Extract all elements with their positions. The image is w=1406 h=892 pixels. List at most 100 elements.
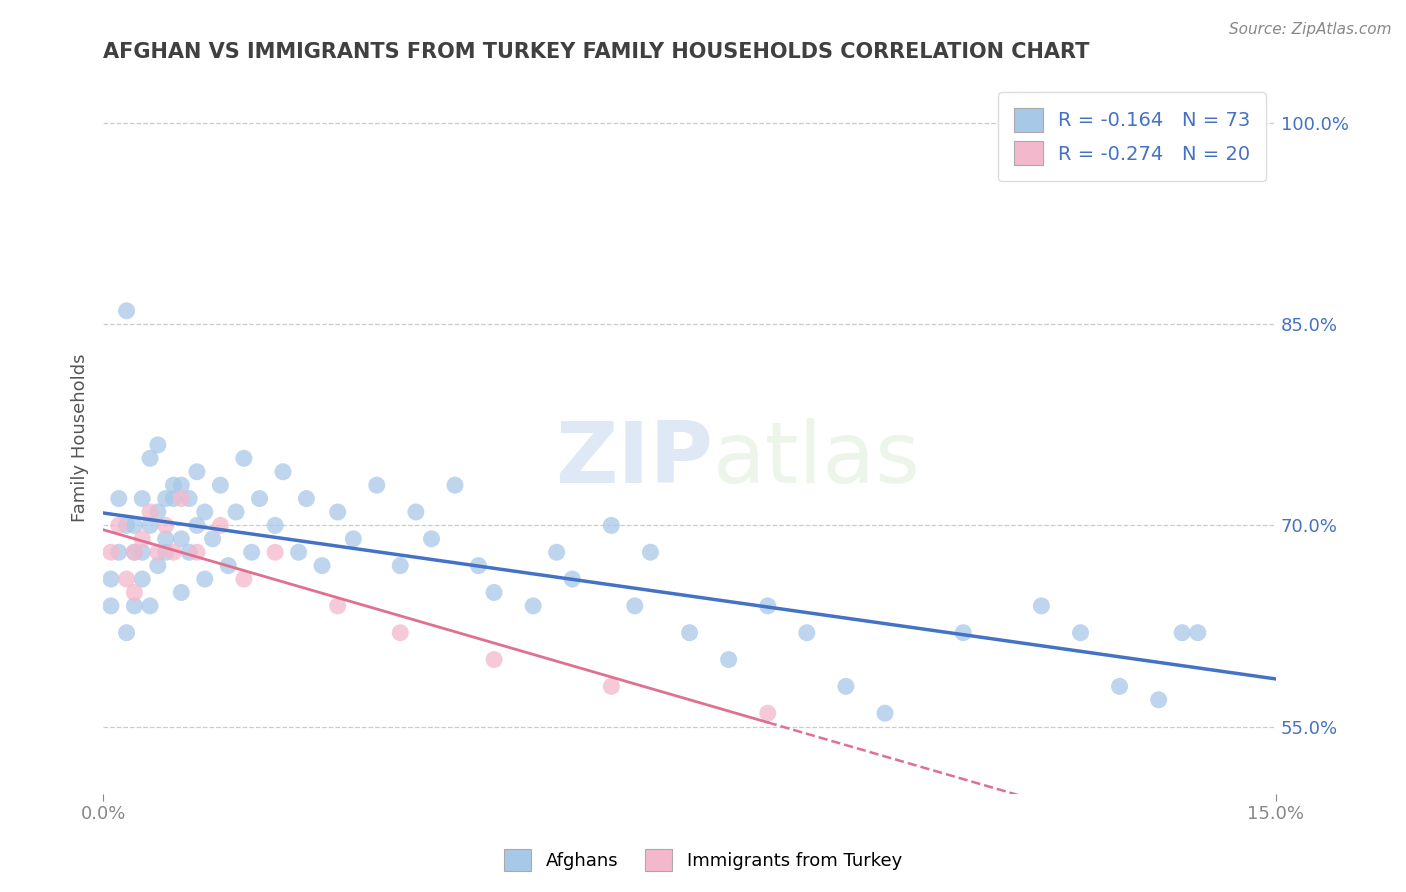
- Point: [131, 532, 153, 546]
- Point: [170, 478, 193, 492]
- Y-axis label: Family Households: Family Households: [72, 354, 89, 523]
- Point: [264, 545, 287, 559]
- Point: [1069, 625, 1091, 640]
- Point: [124, 545, 146, 559]
- Point: [186, 518, 208, 533]
- Point: [107, 491, 129, 506]
- Point: [287, 545, 309, 559]
- Point: [482, 652, 505, 666]
- Point: [115, 303, 138, 318]
- Point: [326, 599, 349, 613]
- Point: [186, 465, 208, 479]
- Point: [482, 585, 505, 599]
- Point: [139, 505, 162, 519]
- Point: [131, 491, 153, 506]
- Point: [100, 572, 122, 586]
- Point: [225, 505, 247, 519]
- Text: atlas: atlas: [713, 418, 921, 501]
- Point: [835, 679, 858, 693]
- Point: [561, 572, 583, 586]
- Text: ZIP: ZIP: [555, 418, 713, 501]
- Point: [271, 465, 294, 479]
- Point: [600, 679, 623, 693]
- Point: [170, 532, 193, 546]
- Point: [1031, 599, 1053, 613]
- Point: [170, 585, 193, 599]
- Point: [186, 545, 208, 559]
- Point: [1108, 679, 1130, 693]
- Point: [522, 599, 544, 613]
- Point: [326, 505, 349, 519]
- Point: [201, 532, 224, 546]
- Point: [124, 518, 146, 533]
- Point: [420, 532, 443, 546]
- Point: [1147, 693, 1170, 707]
- Point: [131, 572, 153, 586]
- Point: [115, 625, 138, 640]
- Point: [311, 558, 333, 573]
- Point: [162, 491, 184, 506]
- Point: [796, 625, 818, 640]
- Point: [170, 491, 193, 506]
- Point: [115, 518, 138, 533]
- Point: [232, 451, 254, 466]
- Point: [209, 478, 232, 492]
- Point: [124, 599, 146, 613]
- Point: [107, 545, 129, 559]
- Point: [756, 706, 779, 721]
- Legend: Afghans, Immigrants from Turkey: Afghans, Immigrants from Turkey: [496, 842, 910, 879]
- Legend: R = -0.164   N = 73, R = -0.274   N = 20: R = -0.164 N = 73, R = -0.274 N = 20: [998, 93, 1267, 181]
- Point: [139, 599, 162, 613]
- Point: [249, 491, 271, 506]
- Point: [100, 599, 122, 613]
- Point: [162, 545, 184, 559]
- Point: [952, 625, 974, 640]
- Point: [162, 478, 184, 492]
- Point: [124, 585, 146, 599]
- Point: [640, 545, 662, 559]
- Point: [467, 558, 489, 573]
- Point: [194, 572, 217, 586]
- Point: [389, 625, 412, 640]
- Point: [366, 478, 388, 492]
- Point: [444, 478, 467, 492]
- Point: [100, 545, 122, 559]
- Point: [107, 518, 129, 533]
- Point: [146, 438, 169, 452]
- Point: [217, 558, 239, 573]
- Point: [389, 558, 412, 573]
- Text: AFGHAN VS IMMIGRANTS FROM TURKEY FAMILY HOUSEHOLDS CORRELATION CHART: AFGHAN VS IMMIGRANTS FROM TURKEY FAMILY …: [103, 42, 1090, 62]
- Point: [146, 558, 169, 573]
- Point: [405, 505, 427, 519]
- Point: [146, 545, 169, 559]
- Point: [194, 505, 217, 519]
- Point: [155, 532, 177, 546]
- Point: [295, 491, 318, 506]
- Point: [232, 572, 254, 586]
- Point: [873, 706, 896, 721]
- Point: [1171, 625, 1194, 640]
- Point: [756, 599, 779, 613]
- Point: [179, 491, 201, 506]
- Point: [179, 545, 201, 559]
- Point: [155, 518, 177, 533]
- Text: Source: ZipAtlas.com: Source: ZipAtlas.com: [1229, 22, 1392, 37]
- Point: [342, 532, 364, 546]
- Point: [1187, 625, 1209, 640]
- Point: [124, 545, 146, 559]
- Point: [264, 518, 287, 533]
- Point: [139, 451, 162, 466]
- Point: [624, 599, 647, 613]
- Point: [155, 491, 177, 506]
- Point: [146, 505, 169, 519]
- Point: [209, 518, 232, 533]
- Point: [717, 652, 740, 666]
- Point: [678, 625, 700, 640]
- Point: [600, 518, 623, 533]
- Point: [139, 518, 162, 533]
- Point: [155, 545, 177, 559]
- Point: [240, 545, 263, 559]
- Point: [115, 572, 138, 586]
- Point: [131, 545, 153, 559]
- Point: [546, 545, 568, 559]
